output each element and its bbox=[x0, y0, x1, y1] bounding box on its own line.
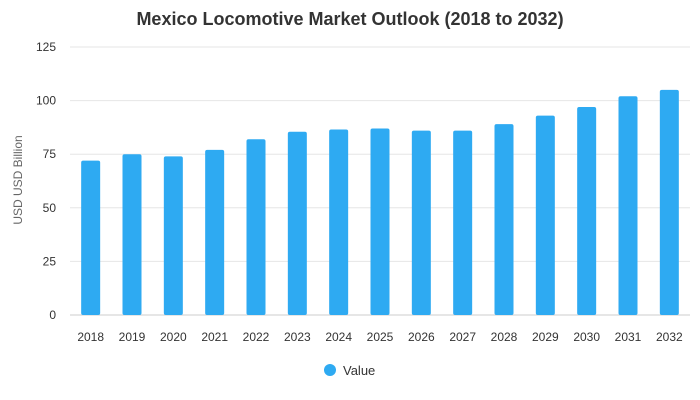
legend-marker[interactable] bbox=[324, 364, 336, 376]
x-tick-label: 2030 bbox=[573, 330, 600, 344]
bar[interactable] bbox=[122, 154, 142, 315]
legend[interactable]: Value bbox=[324, 363, 375, 378]
x-tick-label: 2031 bbox=[615, 330, 642, 344]
y-tick-label: 75 bbox=[43, 147, 57, 161]
bar[interactable] bbox=[411, 130, 431, 315]
x-tick-label: 2022 bbox=[243, 330, 270, 344]
bar[interactable] bbox=[163, 156, 183, 315]
x-tick-label: 2019 bbox=[119, 330, 146, 344]
chart-title: Mexico Locomotive Market Outlook (2018 t… bbox=[136, 9, 563, 29]
bar[interactable] bbox=[287, 131, 307, 315]
x-tick-labels: 2018 2019 2020 2021 2022 2023 2024 2025 2026 2027… bbox=[77, 330, 683, 344]
bar[interactable] bbox=[370, 128, 390, 315]
bar[interactable] bbox=[329, 129, 349, 315]
x-tick-label: 2021 bbox=[201, 330, 228, 344]
legend-label[interactable]: Value bbox=[343, 363, 375, 378]
bars bbox=[81, 89, 679, 316]
bar[interactable] bbox=[659, 89, 679, 315]
x-tick-label: 2023 bbox=[284, 330, 311, 344]
y-axis-label: USD USD Billion bbox=[11, 135, 25, 224]
x-tick-label: 2025 bbox=[367, 330, 394, 344]
y-tick-label: 125 bbox=[36, 40, 56, 54]
y-tick-label: 25 bbox=[43, 254, 57, 268]
y-tick-label: 50 bbox=[43, 201, 57, 215]
x-tick-label: 2032 bbox=[656, 330, 683, 344]
x-tick-label: 2024 bbox=[325, 330, 352, 344]
x-tick-label: 2020 bbox=[160, 330, 187, 344]
x-tick-label: 2027 bbox=[449, 330, 476, 344]
bar[interactable] bbox=[494, 124, 514, 316]
bar[interactable] bbox=[246, 139, 266, 315]
bar[interactable] bbox=[535, 115, 555, 315]
x-tick-label: 2029 bbox=[532, 330, 559, 344]
x-tick-label: 2028 bbox=[491, 330, 518, 344]
y-tick-label: 100 bbox=[36, 94, 56, 108]
bar[interactable] bbox=[618, 96, 638, 315]
bar[interactable] bbox=[81, 160, 101, 315]
y-tick-labels: 0 25 50 75 100 125 bbox=[36, 40, 56, 322]
bar[interactable] bbox=[453, 130, 473, 315]
bar[interactable] bbox=[577, 107, 597, 315]
bar[interactable] bbox=[205, 149, 225, 315]
x-tick-label: 2018 bbox=[77, 330, 104, 344]
x-tick-label: 2026 bbox=[408, 330, 435, 344]
y-tick-label: 0 bbox=[49, 308, 56, 322]
